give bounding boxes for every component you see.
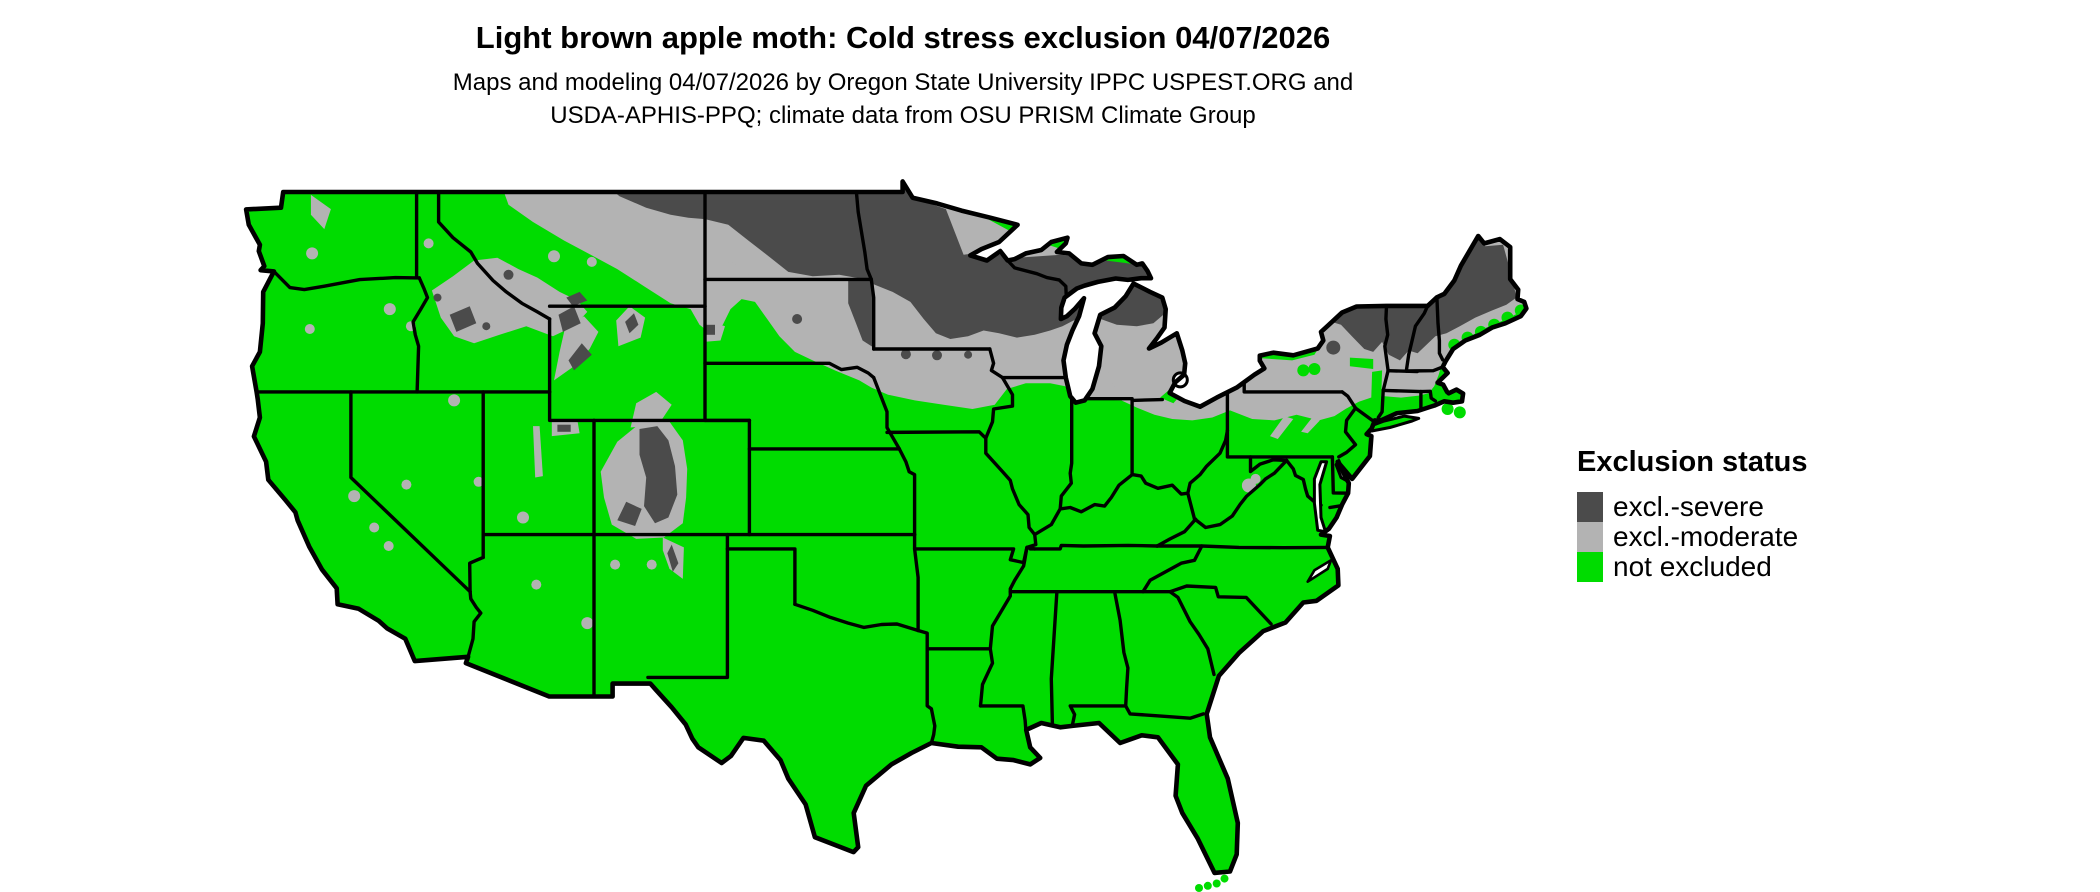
- legend-item-label: excl.-moderate: [1613, 521, 1799, 552]
- legend-item-label: not excluded: [1613, 551, 1772, 582]
- legend-item-label: excl.-severe: [1613, 491, 1764, 522]
- legend: Exclusion status excl.-severe excl.-mode…: [1577, 446, 1807, 582]
- moderate-color-swatch: [1577, 522, 1603, 552]
- national-outline: [243, 179, 1529, 876]
- state-borders: [253, 190, 1445, 745]
- legend-item-moderate: excl.-moderate: [1577, 522, 1807, 552]
- legend-item-severe: excl.-severe: [1577, 492, 1807, 522]
- legend-heading: Exclusion status: [1577, 446, 1808, 478]
- chesapeake-bay: [1312, 460, 1329, 534]
- pamlico-sound: [1306, 559, 1333, 583]
- not-excluded-color-swatch: [1577, 552, 1603, 582]
- severe-color-swatch: [1577, 492, 1603, 522]
- legend-item-not-excluded: not excluded: [1577, 552, 1807, 582]
- islands: [1195, 403, 1466, 892]
